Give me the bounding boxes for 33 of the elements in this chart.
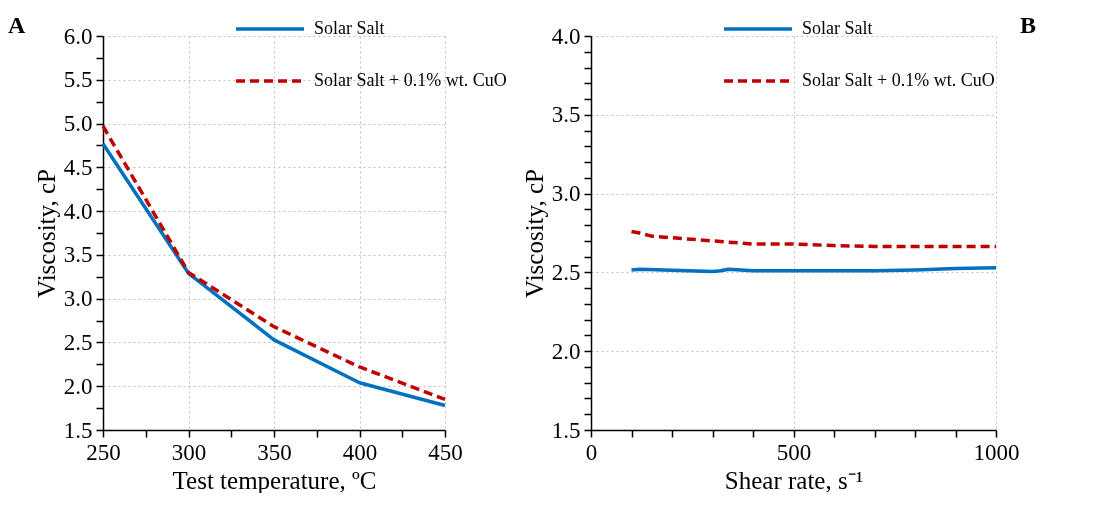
legend-label: Solar Salt + 0.1% wt. CuO: [802, 70, 995, 90]
x-tick-label: 300: [171, 439, 207, 465]
y-tick-label: 3.5: [551, 102, 581, 128]
y-tick-label: 5.5: [63, 67, 93, 93]
legend-label: Solar Salt: [802, 18, 873, 38]
y-tick-label: 5.0: [63, 111, 93, 137]
legend-label: Solar Salt: [314, 18, 385, 38]
x-tick-label: 1000: [973, 439, 1020, 465]
y-axis-title: Viscosity, cP: [32, 169, 60, 298]
x-tick-label: 500: [776, 439, 812, 465]
x-tick-label: 350: [257, 439, 292, 465]
x-axis-title: Shear rate, s⁻¹: [724, 466, 864, 494]
y-tick-label: 3.0: [551, 181, 581, 207]
x-tick-label: 400: [342, 439, 378, 465]
y-tick-label: 2.5: [63, 329, 93, 355]
y-tick-label: 4.5: [63, 154, 93, 180]
y-tick-label: 4.0: [551, 23, 581, 49]
y-tick-label: 2.0: [63, 373, 93, 399]
text: B: [1019, 12, 1036, 38]
y-tick-label: 2.5: [551, 259, 581, 285]
legend-label: Solar Salt + 0.1% wt. CuO: [314, 70, 507, 90]
y-axis-title: Viscosity, cP: [520, 169, 548, 298]
text: A: [8, 12, 26, 38]
y-tick-label: 1.5: [551, 417, 581, 443]
y-tick-label: 3.0: [63, 286, 93, 312]
y-tick-label: 2.0: [551, 338, 581, 364]
y-tick-label: 4.0: [63, 198, 93, 224]
x-axis-title: Test temperature, ºC: [172, 466, 377, 494]
x-tick-label: 0: [585, 439, 598, 465]
y-tick-label: 3.5: [63, 242, 93, 268]
x-tick-label: 450: [428, 439, 463, 465]
line-series: [629, 229, 998, 249]
y-tick-label: 6.0: [63, 23, 93, 49]
